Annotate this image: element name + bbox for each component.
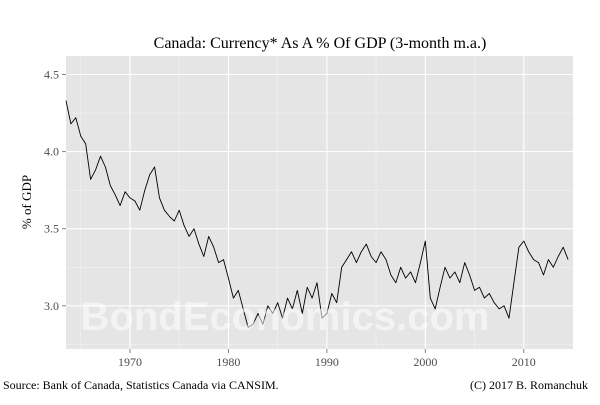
watermark: BondEconomics.com: [81, 295, 490, 339]
copyright-note: (C) 2017 B. Romanchuk: [470, 378, 588, 392]
y-tick-label: 3.5: [44, 222, 59, 236]
y-axis-label: % of GDP: [19, 175, 34, 229]
x-tick-label: 1990: [315, 355, 339, 369]
x-tick-label: 1970: [118, 355, 142, 369]
x-tick-label: 2010: [512, 355, 536, 369]
source-note: Source: Bank of Canada, Statistics Canad…: [3, 378, 279, 392]
y-axis-ticks: 3.0 3.5 4.0 4.5: [44, 68, 66, 313]
x-tick-label: 2000: [413, 355, 437, 369]
x-tick-label: 1980: [216, 355, 240, 369]
x-axis-ticks: 1970 1980 1990 2000 2010: [118, 349, 536, 369]
series-layer: [65, 100, 569, 328]
y-tick-label: 4.5: [44, 68, 59, 82]
grid-lines: [66, 56, 573, 349]
y-tick-label: 4.0: [44, 145, 59, 159]
chart-title: Canada: Currency* As A % Of GDP (3-month…: [154, 35, 487, 52]
series-line-currency-pct-gdp: [65, 100, 569, 328]
y-tick-label: 3.0: [44, 299, 59, 313]
